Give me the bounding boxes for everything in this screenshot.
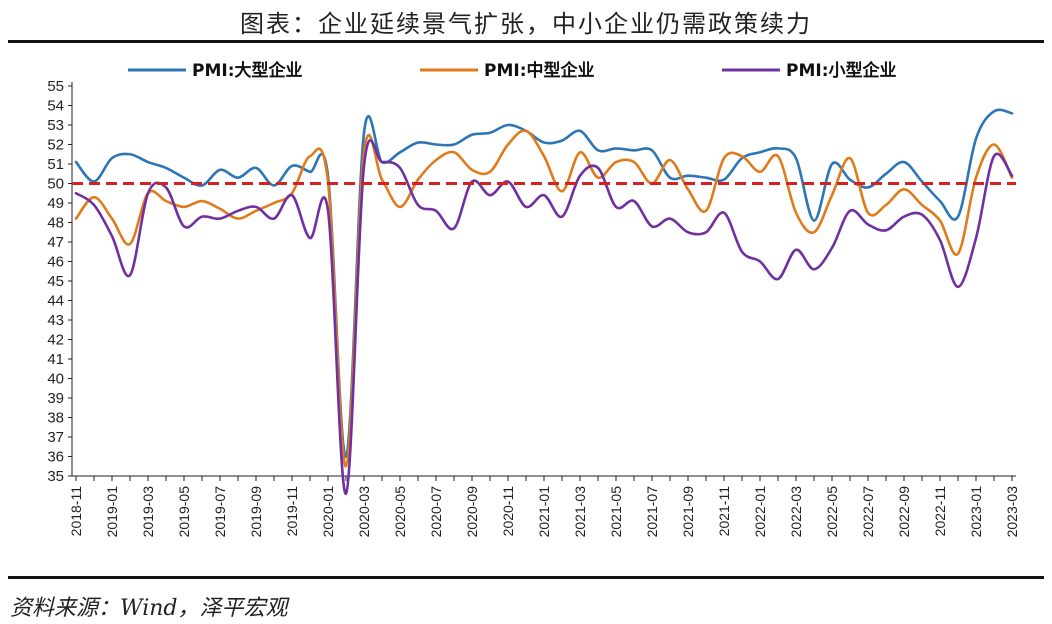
legend-label: PMI:中型企业 <box>484 60 595 81</box>
x-tick-label: 2021-03 <box>572 486 588 538</box>
pmi-line-chart: PMI:大型企业 PMI:中型企业 PMI:小型企业 35 36 37 38 39 40 41 4… <box>47 60 1020 538</box>
series-2 <box>74 129 1014 468</box>
x-tick-label: 2020-07 <box>428 486 444 538</box>
x-tick-label: 2020-03 <box>356 486 372 538</box>
y-tick-label: 37 <box>47 429 64 446</box>
chart-title: 图表：企业延续景气扩张，中小企业仍需政策续力 <box>240 10 812 38</box>
bottom-rule <box>8 576 1044 579</box>
y-tick-label: 49 <box>47 195 64 212</box>
y-tick-label: 55 <box>47 78 64 95</box>
y-tick-label: 39 <box>47 390 64 407</box>
y-tick-label: 35 <box>47 468 64 485</box>
x-tick-label: 2020-09 <box>464 486 480 538</box>
y-tick-label: 47 <box>47 234 64 251</box>
y-tick-label: 44 <box>47 293 64 310</box>
y-tick-label: 45 <box>47 273 64 290</box>
y-tick-label: 43 <box>47 312 64 329</box>
x-tick-label: 2020-11 <box>500 486 516 537</box>
x-tick-label: 2019-11 <box>284 486 300 537</box>
y-tick-label: 54 <box>47 98 64 115</box>
x-tick-label: 2022-05 <box>824 486 840 538</box>
y-tick-label: 53 <box>47 117 64 134</box>
y-tick-label: 42 <box>47 332 64 349</box>
x-tick-label: 2021-05 <box>608 486 624 538</box>
x-tick-label: 2018-11 <box>68 486 84 537</box>
x-tick-label: 2021-07 <box>644 486 660 538</box>
x-tick-label: 2019-09 <box>248 486 264 538</box>
x-tick-label: 2019-05 <box>176 486 192 538</box>
chart-legend: PMI:大型企业 PMI:中型企业 PMI:小型企业 <box>128 60 897 81</box>
source-note: 资料来源：Wind，泽平宏观 <box>10 596 288 621</box>
x-tick-label: 2021-01 <box>536 486 552 538</box>
x-tick-label: 2022-03 <box>788 486 804 538</box>
legend-item: PMI:中型企业 <box>420 60 595 81</box>
y-tick-label: 41 <box>47 351 64 368</box>
x-tick-label: 2021-11 <box>716 486 732 537</box>
y-axis: 35 36 37 38 39 40 41 42 43 44 45 46 47 48 49 50 51 52 53 54… <box>47 78 73 485</box>
x-tick-label: 2022-07 <box>860 486 876 538</box>
y-tick-label: 36 <box>47 449 64 466</box>
series-3 <box>74 138 1014 495</box>
x-tick-label: 2020-01 <box>320 486 336 538</box>
y-tick-label: 50 <box>47 176 64 193</box>
y-tick-label: 38 <box>47 410 64 427</box>
x-tick-label: 2019-01 <box>104 486 120 538</box>
y-tick-label: 40 <box>47 371 64 388</box>
legend-item: PMI:小型企业 <box>722 60 897 81</box>
y-tick-label: 52 <box>47 137 64 154</box>
legend-label: PMI:小型企业 <box>786 60 897 81</box>
x-tick-label: 2023-03 <box>1004 486 1020 538</box>
x-tick-label: 2019-03 <box>140 486 156 538</box>
x-tick-label: 2021-09 <box>680 486 696 538</box>
series-line <box>74 129 1014 468</box>
top-rule <box>8 40 1044 43</box>
x-tick-label: 2022-01 <box>752 486 768 538</box>
plot-area <box>72 108 1016 495</box>
y-tick-label: 48 <box>47 215 64 232</box>
y-tick-label: 46 <box>47 254 64 271</box>
series-line <box>74 108 1014 458</box>
x-tick-label: 2022-09 <box>896 486 912 538</box>
y-tick-label: 51 <box>47 156 64 173</box>
series-1 <box>74 108 1014 458</box>
x-tick-label: 2023-01 <box>968 486 984 538</box>
legend-item: PMI:大型企业 <box>128 60 303 81</box>
x-axis: 2018-11 2019-01 2019-03 2019-05 2019-07 2019-… <box>68 475 1020 538</box>
x-tick-label: 2020-05 <box>392 486 408 538</box>
x-tick-label: 2022-11 <box>932 486 948 537</box>
series-line <box>74 138 1014 495</box>
legend-label: PMI:大型企业 <box>192 60 303 81</box>
x-tick-label: 2019-07 <box>212 486 228 538</box>
